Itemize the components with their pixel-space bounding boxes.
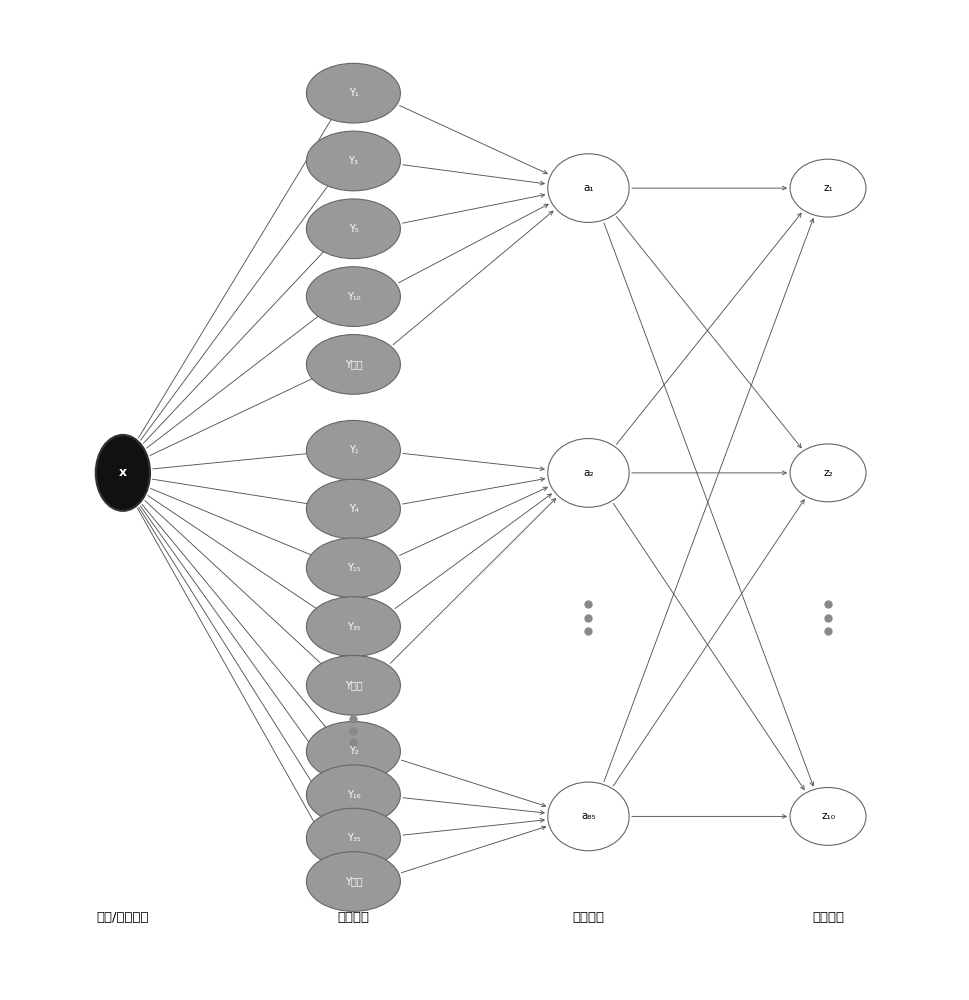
Ellipse shape (790, 159, 866, 217)
Ellipse shape (306, 420, 400, 480)
Ellipse shape (306, 765, 400, 825)
Ellipse shape (306, 597, 400, 656)
Text: Y其它: Y其它 (345, 680, 362, 690)
Text: a₂: a₂ (583, 468, 594, 478)
Text: 训练/测试样本: 训练/测试样本 (97, 911, 149, 924)
Text: Y₃₅: Y₃₅ (347, 622, 360, 632)
Text: Y₃₅: Y₃₅ (347, 833, 360, 843)
Ellipse shape (306, 267, 400, 326)
Ellipse shape (306, 199, 400, 259)
Text: Y其它: Y其它 (345, 877, 362, 887)
Text: Y₁₀: Y₁₀ (347, 292, 360, 302)
Ellipse shape (306, 655, 400, 715)
Ellipse shape (547, 154, 629, 222)
Ellipse shape (547, 439, 629, 507)
Text: z₁: z₁ (823, 183, 833, 193)
Text: 标注类别: 标注类别 (337, 911, 369, 924)
Text: 属性特征: 属性特征 (573, 911, 605, 924)
Text: 未知类别: 未知类别 (812, 911, 844, 924)
Ellipse shape (306, 538, 400, 598)
Ellipse shape (306, 335, 400, 394)
Ellipse shape (306, 808, 400, 868)
Text: Y₁: Y₁ (349, 445, 359, 455)
Text: z₂: z₂ (824, 468, 832, 478)
Ellipse shape (306, 721, 400, 781)
Ellipse shape (306, 131, 400, 191)
Text: a₈₅: a₈₅ (581, 811, 596, 821)
Text: z₁₀: z₁₀ (821, 811, 835, 821)
Ellipse shape (790, 444, 866, 502)
Text: x: x (119, 466, 127, 479)
Text: Y₂: Y₂ (349, 746, 359, 756)
Ellipse shape (306, 479, 400, 539)
Ellipse shape (547, 782, 629, 851)
Text: Y其它: Y其它 (345, 359, 362, 369)
Text: Y₅: Y₅ (349, 224, 359, 234)
Text: Y₁: Y₁ (349, 88, 359, 98)
Text: Y₃: Y₃ (349, 156, 359, 166)
Ellipse shape (306, 63, 400, 123)
Text: Y₄: Y₄ (349, 504, 359, 514)
Ellipse shape (96, 435, 150, 511)
Text: Y₁₆: Y₁₆ (347, 790, 360, 800)
Ellipse shape (306, 852, 400, 911)
Text: a₁: a₁ (583, 183, 594, 193)
Text: Y₁₅: Y₁₅ (347, 563, 360, 573)
Ellipse shape (790, 787, 866, 845)
